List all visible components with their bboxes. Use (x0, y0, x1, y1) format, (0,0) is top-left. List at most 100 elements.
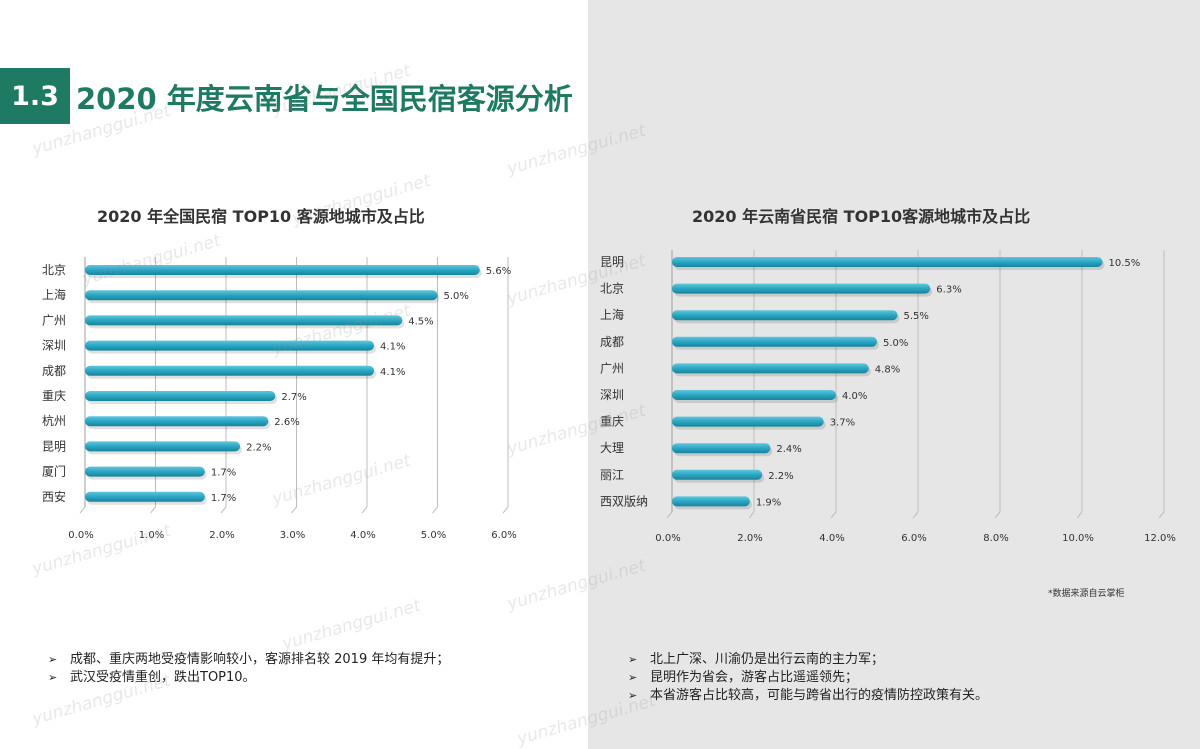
left-tick-label: 1.0% (139, 530, 164, 541)
left-gridline-foot (150, 506, 156, 514)
left-bullet-text: 成都、重庆两地受疫情影响较小，客源排名较 2019 年均有提升； (70, 652, 450, 667)
right-bullet-text: 昆明作为省会，游客占比遥遥领先； (650, 670, 859, 685)
left-bullet-item: ➢ 成都、重庆两地受疫情影响较小，客源排名较 2019 年均有提升； (48, 651, 449, 669)
right-tick-label: 4.0% (819, 533, 844, 544)
right-bar (672, 390, 836, 400)
left-tick-label: 0.0% (68, 530, 93, 541)
right-category-label: 大理 (600, 441, 624, 455)
left-category-label: 重庆 (42, 389, 66, 403)
right-category-label: 西双版纳 (600, 494, 648, 508)
left-value-label: 1.7% (211, 493, 236, 504)
left-category-label: 深圳 (42, 339, 66, 353)
left-value-label: 4.5% (408, 316, 433, 327)
right-bullet-item: ➢ 昆明作为省会，游客占比遥遥领先； (628, 669, 988, 687)
left-gridline-foot (220, 506, 227, 514)
left-bar (85, 466, 205, 477)
left-gridline-foot (432, 506, 438, 514)
left-value-label: 5.6% (486, 266, 511, 277)
right-bar (672, 416, 824, 427)
left-value-label: 4.1% (380, 342, 405, 353)
left-value-label: 4.1% (380, 367, 405, 378)
left-tick-label: 6.0% (491, 530, 516, 541)
left-tick-label: 5.0% (421, 530, 446, 541)
right-category-label: 深圳 (600, 388, 624, 402)
right-gridline-foot (830, 511, 837, 519)
right-category-label: 成都 (600, 335, 624, 349)
page-title: 2020 年度云南省与全国民宿客源分析 (76, 82, 573, 116)
right-bullet-list: ➢ 北上广深、川渝仍是出行云南的主力军； ➢ 昆明作为省会，游客占比遥遥领先； ➢ 本… (628, 651, 988, 705)
right-bullet-item: ➢ 北上广深、川渝仍是出行云南的主力军； (628, 651, 988, 669)
left-bar (85, 340, 375, 351)
left-gridline-foot (79, 506, 86, 514)
right-category-label: 丽江 (600, 468, 624, 482)
left-category-label: 北京 (42, 263, 66, 277)
left-tick-label: 3.0% (280, 530, 305, 541)
right-gridline-foot (748, 511, 755, 519)
right-tick-label: 8.0% (983, 533, 1008, 544)
right-bar (672, 310, 898, 321)
right-value-label: 3.7% (830, 418, 855, 429)
left-bullet-item: ➢ 武汉受疫情重创，跌出TOP10。 (48, 669, 449, 687)
left-bar (85, 365, 375, 376)
left-tick-label: 2.0% (209, 530, 234, 541)
left-category-label: 成都 (42, 364, 66, 378)
right-category-label: 重庆 (600, 415, 624, 429)
right-gridline-foot (1158, 511, 1165, 519)
left-bar (85, 491, 205, 502)
right-bar (672, 363, 869, 374)
left-bar (85, 441, 241, 452)
right-tick-label: 12.0% (1144, 533, 1176, 544)
right-value-label: 5.5% (904, 311, 929, 322)
right-category-label: 广州 (600, 361, 624, 375)
left-bar (85, 416, 269, 427)
left-bullet-text: 武汉受疫情重创，跌出TOP10。 (70, 670, 256, 685)
arrow-bullet-icon: ➢ (628, 689, 638, 702)
arrow-bullet-icon: ➢ (48, 653, 58, 666)
right-value-label: 1.9% (756, 497, 781, 508)
left-gridline-foot (361, 506, 368, 514)
right-tick-label: 10.0% (1062, 533, 1094, 544)
left-value-label: 5.0% (444, 291, 469, 302)
left-value-label: 2.6% (274, 417, 299, 428)
left-category-label: 杭州 (42, 413, 66, 428)
arrow-bullet-icon: ➢ (628, 671, 638, 684)
left-gridline-foot (291, 506, 297, 514)
right-gridline-foot (994, 511, 1001, 519)
right-value-label: 4.8% (875, 364, 900, 375)
right-bullet-text: 北上广深、川渝仍是出行云南的主力军； (650, 652, 885, 667)
left-value-label: 1.7% (211, 468, 236, 479)
left-value-label: 2.2% (246, 442, 271, 453)
left-bar (85, 315, 403, 326)
right-chart-title: 2020 年云南省民宿 TOP10客源地城市及占比 (692, 207, 1031, 226)
left-category-label: 广州 (42, 313, 66, 327)
right-gridline-foot (1076, 511, 1083, 519)
left-bar (85, 290, 438, 301)
right-gridline-foot (912, 511, 919, 519)
right-value-label: 10.5% (1109, 258, 1141, 269)
right-category-label: 昆明 (600, 255, 624, 269)
right-gridline-foot (666, 511, 673, 519)
right-bar (672, 443, 771, 454)
left-category-label: 上海 (42, 287, 66, 302)
right-value-label: 2.4% (776, 444, 801, 455)
left-category-label: 厦门 (42, 464, 66, 479)
right-value-label: 2.2% (768, 471, 793, 482)
section-number-badge: 1.3 (0, 68, 70, 124)
arrow-bullet-icon: ➢ (628, 653, 638, 666)
right-value-label: 5.0% (883, 338, 908, 349)
left-bar (85, 265, 480, 275)
right-bar (672, 336, 877, 347)
right-bullet-item: ➢ 本省游客占比较高，可能与跨省出行的疫情防控政策有关。 (628, 687, 988, 705)
page-header: 1.3 2020 年度云南省与全国民宿客源分析 (0, 68, 700, 124)
left-tick-label: 4.0% (350, 530, 375, 541)
right-category-label: 上海 (600, 307, 624, 322)
right-bar (672, 496, 750, 507)
right-bullet-text: 本省游客占比较高，可能与跨省出行的疫情防控政策有关。 (650, 688, 989, 703)
source-note: *数据来源自云掌柜 (1048, 589, 1125, 599)
right-value-label: 6.3% (936, 285, 961, 296)
left-category-label: 西安 (42, 489, 66, 504)
right-panel-background (588, 0, 1200, 749)
left-bullet-list: ➢ 成都、重庆两地受疫情影响较小，客源排名较 2019 年均有提升； ➢ 武汉受疫情… (48, 651, 449, 687)
right-tick-label: 0.0% (655, 533, 680, 544)
